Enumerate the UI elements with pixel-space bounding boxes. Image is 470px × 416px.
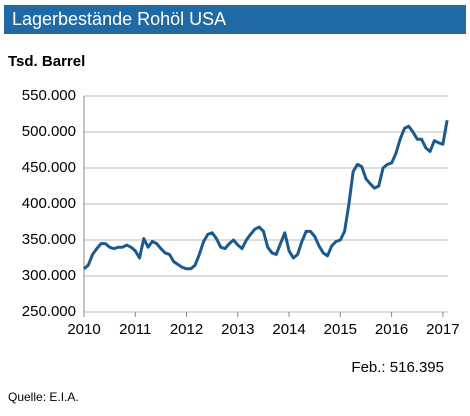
title-bar [4, 5, 466, 34]
y-tick-label: 250.000 [22, 303, 76, 320]
x-tick-label: 2012 [170, 321, 203, 338]
y-tick-label: 450.000 [22, 159, 76, 176]
x-tick-label: 2010 [67, 321, 100, 338]
y-tick-label: 500.000 [22, 123, 76, 140]
x-tick-label: 2014 [272, 321, 305, 338]
y-tick-label: 300.000 [22, 267, 76, 284]
y-tick-label: 550.000 [22, 87, 76, 104]
y-tick-label: 350.000 [22, 231, 76, 248]
source: Quelle: E.I.A. [8, 390, 79, 404]
x-tick-label: 2011 [119, 321, 151, 338]
x-tick-label: 2015 [324, 321, 357, 338]
chart-title: Lagerbestände Rohöl USA [12, 9, 226, 29]
data-line [83, 119, 449, 271]
x-tick-label: 2013 [221, 321, 254, 338]
y-tick-label: 400.000 [22, 195, 76, 212]
annotation: Feb.: 516.395 [351, 359, 444, 376]
x-tick-label: 2017 [426, 321, 459, 338]
x-tick-label: 2016 [375, 321, 408, 338]
y-axis-label: Tsd. Barrel [8, 53, 85, 70]
